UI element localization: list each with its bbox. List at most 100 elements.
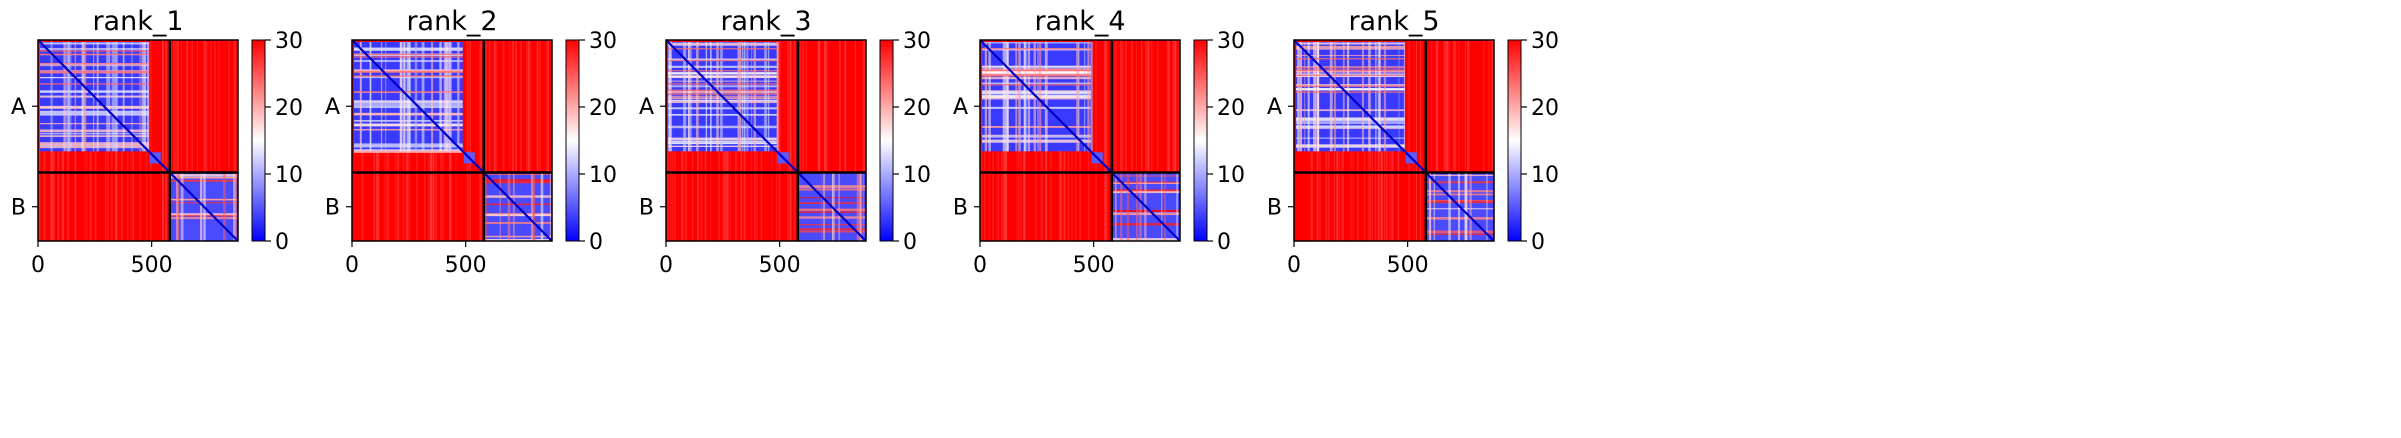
heatmap-texture-line — [1455, 40, 1457, 241]
domain-a-stripe-v — [740, 42, 742, 152]
domain-a-stripe-h — [40, 142, 149, 145]
domain-a-stripe-v — [369, 42, 372, 152]
heatmap-texture-line — [778, 40, 781, 241]
heatmap-texture-line — [1445, 40, 1448, 241]
domain-a-stripe-v — [106, 42, 109, 152]
heatmap-texture-line — [480, 40, 483, 241]
plot-frame — [665, 39, 867, 242]
domain-b-stripe-h — [484, 203, 552, 206]
heatmap-texture-line — [485, 40, 487, 241]
domain-b-stripe-v — [1469, 173, 1472, 241]
heatmap-texture-line — [1166, 40, 1169, 241]
colorbar-tick-label: 20 — [589, 96, 617, 121]
domain-a-stripe-red — [1296, 67, 1405, 69]
heatmap-texture-line — [1135, 40, 1137, 241]
heatmap-texture-line — [539, 40, 541, 241]
heatmap-texture-line — [528, 40, 530, 241]
domain-b-stripe-v — [1136, 173, 1139, 241]
domain-a-stripe-red — [668, 89, 777, 91]
heatmap-texture-line — [864, 40, 866, 241]
heatmap-texture-line — [824, 40, 826, 241]
domain-a-stripe-v — [688, 42, 691, 152]
domain-b-stripe-h — [484, 173, 552, 175]
heatmap-texture-line — [509, 40, 511, 241]
panel-title: rank_1 — [92, 6, 183, 37]
domain-a-stripe-h — [1296, 128, 1405, 130]
domain-b-stripe-v — [1161, 173, 1163, 241]
domain-b-stripe-h — [1426, 216, 1494, 220]
diagonal-line — [980, 40, 1180, 241]
domain-a-stripe-h — [40, 77, 149, 79]
diagonal-line — [1294, 40, 1494, 241]
domain-b-stripe-v — [859, 173, 862, 241]
y-tick-label-A: A — [953, 95, 968, 120]
domain-a-stripe-v — [1307, 42, 1310, 152]
heatmap-texture-line — [177, 40, 179, 241]
domain-a-stripe-h — [1296, 70, 1405, 73]
domain-b-stripe-h — [484, 213, 552, 217]
diagonal-line — [666, 40, 866, 241]
domain-a-stripe-v — [1298, 42, 1301, 152]
colorbar-tick-label: 20 — [903, 96, 931, 121]
domain-b-stripe-v — [233, 173, 236, 241]
colorbar — [879, 39, 894, 242]
domain-a-stripe-red — [668, 83, 777, 85]
heatmap-texture-line — [512, 40, 514, 241]
colorbar — [251, 39, 266, 242]
domain-a-stripe-h — [982, 77, 1091, 80]
heatmap-texture-line — [1420, 40, 1422, 241]
domain-b-stripe-h — [484, 181, 552, 184]
domain-a-stripe-v — [1378, 42, 1381, 152]
domain-a-stripe-red — [354, 75, 463, 77]
heatmap-texture-line — [527, 40, 530, 241]
domain-a-stripe-red — [982, 73, 1091, 76]
domain-a-stripe-v — [716, 42, 719, 152]
heatmap-texture-line — [1168, 40, 1170, 241]
heatmap-texture-line — [176, 40, 178, 241]
domain-a-stripe-h — [982, 48, 1091, 51]
domain-a-stripe-v — [145, 42, 147, 152]
domain-a-stripe-red — [982, 84, 1091, 86]
domain-b-stripe-v — [1126, 173, 1130, 241]
domain-b-stripe-h — [484, 238, 552, 241]
domain-b-stripe-h — [484, 179, 552, 182]
domain-a-stripe-h — [982, 106, 1091, 109]
heatmap-texture-line — [838, 40, 841, 241]
x-tick-label: 500 — [1073, 253, 1115, 278]
domain-a-stripe-v — [83, 42, 87, 152]
heatmap-texture-line — [197, 40, 199, 241]
domain-a-stripe-h — [982, 135, 1091, 138]
heatmap-texture-line — [844, 40, 847, 241]
domain-a-stripe-h — [1296, 137, 1405, 139]
plot-frame — [351, 39, 553, 242]
heatmap-texture-line — [1491, 40, 1494, 241]
domain-b-stripe-h — [1426, 190, 1494, 193]
heatmap-texture-line — [1419, 40, 1422, 241]
domain-b-stripe-h — [1426, 193, 1494, 196]
y-tick-label-A: A — [11, 95, 26, 120]
domain-a-stripe-v — [360, 42, 362, 152]
heatmap-texture-line — [479, 40, 481, 241]
heatmap-texture-line — [1178, 40, 1180, 241]
domain-b-stripe-v — [200, 173, 203, 241]
heatmap — [38, 40, 238, 241]
heatmap-texture-line — [1464, 40, 1467, 241]
heatmap-texture-line — [162, 40, 164, 241]
colorbar — [1507, 39, 1522, 242]
domain-a-stripe-v — [1347, 42, 1350, 152]
heatmap-texture-line — [1122, 40, 1124, 241]
heatmap-texture-line — [790, 40, 792, 241]
domain-b-stripe-v — [1139, 173, 1142, 241]
domain-a-stripe-v — [70, 42, 72, 152]
heatmap-texture-line — [1453, 40, 1456, 241]
heatmap-texture-line — [150, 40, 152, 241]
domain-a-stripe-v — [380, 42, 383, 152]
heatmap-texture-line — [1468, 40, 1470, 241]
domain-a-stripe-v — [668, 42, 671, 152]
domain-a-stripe-v — [385, 42, 387, 152]
domain-a-stripe-red — [40, 63, 149, 65]
domain-a-stripe-h — [40, 110, 149, 114]
x-tick-label: 500 — [759, 253, 801, 278]
heatmap-texture-line — [805, 40, 808, 241]
heatmap-texture-line — [786, 40, 788, 241]
